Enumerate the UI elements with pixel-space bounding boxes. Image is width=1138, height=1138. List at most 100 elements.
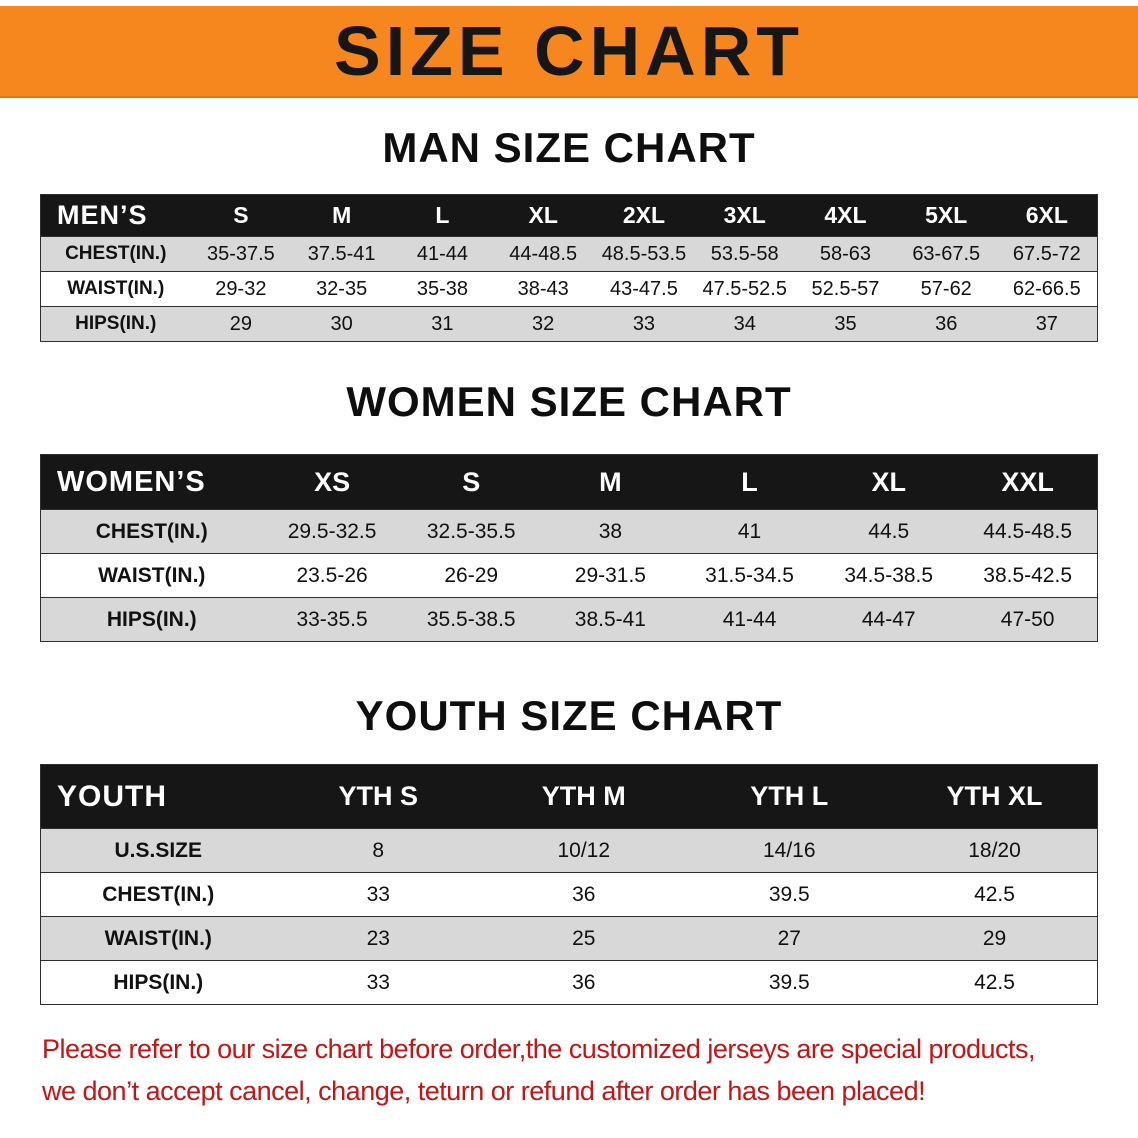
measurement-label: CHEST(IN.) — [40, 509, 263, 554]
disclaimer-line-2: we don’t accept cancel, change, teturn o… — [42, 1075, 926, 1106]
measurement-value: 47.5-52.5 — [694, 271, 796, 307]
size-header-cell: YTH S — [275, 764, 481, 829]
size-header-cell: M — [291, 194, 393, 237]
measurement-row: CHEST(IN.) 33 36 39.5 42.5 — [40, 872, 1098, 917]
measurement-value: 58-63 — [795, 236, 896, 272]
men-section-heading: MAN SIZE CHART — [382, 124, 756, 171]
size-header-cell: XXL — [958, 454, 1098, 510]
measurement-value: 35 — [795, 306, 896, 342]
size-chart-banner: SIZE CHART — [0, 6, 1138, 98]
measurement-value: 41-44 — [392, 236, 493, 272]
measurement-value: 29 — [190, 306, 292, 342]
measurement-value: 47-50 — [958, 597, 1098, 642]
measurement-value: 33 — [275, 960, 481, 1005]
measurement-value: 38.5-41 — [540, 597, 680, 642]
measurement-row: WAIST(IN.) 23 25 27 29 — [40, 916, 1098, 961]
measurement-value: 35-37.5 — [190, 236, 292, 272]
measurement-value: 26-29 — [401, 553, 541, 598]
measurement-label: HIPS(IN.) — [40, 597, 263, 642]
size-header-cell: 3XL — [694, 194, 796, 237]
measurement-value: 43-47.5 — [593, 271, 695, 307]
measurement-value: 33-35.5 — [262, 597, 402, 642]
measurement-value: 36 — [481, 872, 687, 917]
measurement-value: 33 — [275, 872, 481, 917]
table-title-cell: MEN’S — [40, 194, 191, 237]
size-header-cell: 4XL — [795, 194, 896, 237]
measurement-value: 42.5 — [892, 960, 1098, 1005]
measurement-value: 44.5-48.5 — [958, 509, 1098, 554]
measurement-value: 67.5-72 — [996, 236, 1098, 272]
measurement-value: 44-47 — [819, 597, 959, 642]
measurement-value: 34.5-38.5 — [819, 553, 959, 598]
size-header-cell: M — [540, 454, 680, 510]
measurement-row: HIPS(IN.) 29 30 31 32 33 34 35 36 37 — [40, 306, 1098, 342]
table-title-cell: YOUTH — [40, 764, 276, 829]
measurement-value: 35.5-38.5 — [401, 597, 541, 642]
measurement-value: 29-32 — [190, 271, 292, 307]
measurement-label: WAIST(IN.) — [40, 916, 276, 961]
measurement-value: 32.5-35.5 — [401, 509, 541, 554]
disclaimer-text: Please refer to our size chart before or… — [0, 1029, 1138, 1113]
measurement-value: 23.5-26 — [262, 553, 402, 598]
size-header-cell: S — [190, 194, 292, 237]
youth-section-heading: YOUTH SIZE CHART — [355, 692, 783, 739]
measurement-value: 14/16 — [686, 828, 892, 873]
measurement-row: CHEST(IN.) 29.5-32.5 32.5-35.5 38 41 44.5 44.5… — [40, 509, 1098, 554]
size-header-cell: L — [679, 454, 820, 510]
measurement-value: 38.5-42.5 — [958, 553, 1098, 598]
measurement-value: 39.5 — [686, 872, 892, 917]
measurement-value: 30 — [291, 306, 393, 342]
measurement-value: 31.5-34.5 — [679, 553, 820, 598]
table-header-row: YOUTH YTH S YTH M YTH L YTH XL — [40, 764, 1098, 829]
measurement-value: 42.5 — [892, 872, 1098, 917]
size-header-cell: XL — [819, 454, 959, 510]
measurement-value: 57-62 — [895, 271, 997, 307]
measurement-label: CHEST(IN.) — [40, 872, 276, 917]
measurement-value: 29-31.5 — [540, 553, 680, 598]
size-header-cell: XS — [262, 454, 402, 510]
size-header-cell: 2XL — [593, 194, 695, 237]
measurement-value: 8 — [275, 828, 481, 873]
measurement-value: 35-38 — [392, 271, 493, 307]
measurement-value: 25 — [481, 916, 687, 961]
measurement-value: 44-48.5 — [492, 236, 594, 272]
measurement-row: U.S.SIZE 8 10/12 14/16 18/20 — [40, 828, 1098, 873]
measurement-row: CHEST(IN.) 35-37.5 37.5-41 41-44 44-48.5 48.5… — [40, 236, 1098, 272]
size-header-cell: L — [392, 194, 493, 237]
measurement-value: 10/12 — [481, 828, 687, 873]
measurement-value: 18/20 — [892, 828, 1098, 873]
measurement-value: 27 — [686, 916, 892, 961]
measurement-value: 63-67.5 — [895, 236, 997, 272]
disclaimer-line-1: Please refer to our size chart before or… — [42, 1034, 1036, 1064]
measurement-value: 29 — [892, 916, 1098, 961]
table-header-row: WOMEN’S XS S M L XL XXL — [40, 454, 1098, 510]
measurement-value: 31 — [392, 306, 493, 342]
size-header-cell: 6XL — [996, 194, 1098, 237]
measurement-row: WAIST(IN.) 29-32 32-35 35-38 38-43 43-47.5 47.… — [40, 271, 1098, 307]
measurement-value: 44.5 — [819, 509, 959, 554]
measurement-label: CHEST(IN.) — [40, 236, 191, 272]
size-header-cell: S — [401, 454, 541, 510]
page-title: SIZE CHART — [334, 12, 804, 90]
youth-size-table: YOUTH YTH S YTH M YTH L YTH XL U.S.SIZE 8 10/12… — [40, 764, 1098, 1005]
men-size-table: MEN’S S M L XL 2XL 3XL 4XL 5XL 6XL CHEST(IN.) 35-37… — [40, 194, 1098, 342]
size-header-cell: YTH XL — [892, 764, 1098, 829]
measurement-label: HIPS(IN.) — [40, 960, 276, 1005]
measurement-value: 37.5-41 — [291, 236, 393, 272]
measurement-label: WAIST(IN.) — [40, 271, 191, 307]
measurement-value: 36 — [481, 960, 687, 1005]
measurement-label: WAIST(IN.) — [40, 553, 263, 598]
measurement-value: 41-44 — [679, 597, 820, 642]
table-title-cell: WOMEN’S — [40, 454, 263, 510]
measurement-value: 32-35 — [291, 271, 393, 307]
measurement-value: 32 — [492, 306, 594, 342]
size-header-cell: YTH L — [686, 764, 892, 829]
measurement-label: U.S.SIZE — [40, 828, 276, 873]
measurement-label: HIPS(IN.) — [40, 306, 191, 342]
measurement-value: 37 — [996, 306, 1098, 342]
size-header-cell: 5XL — [895, 194, 997, 237]
measurement-value: 34 — [694, 306, 796, 342]
women-size-table: WOMEN’S XS S M L XL XXL CHEST(IN.) 29.5-32.5 32.5… — [40, 454, 1098, 642]
measurement-value: 33 — [593, 306, 695, 342]
measurement-value: 36 — [895, 306, 997, 342]
